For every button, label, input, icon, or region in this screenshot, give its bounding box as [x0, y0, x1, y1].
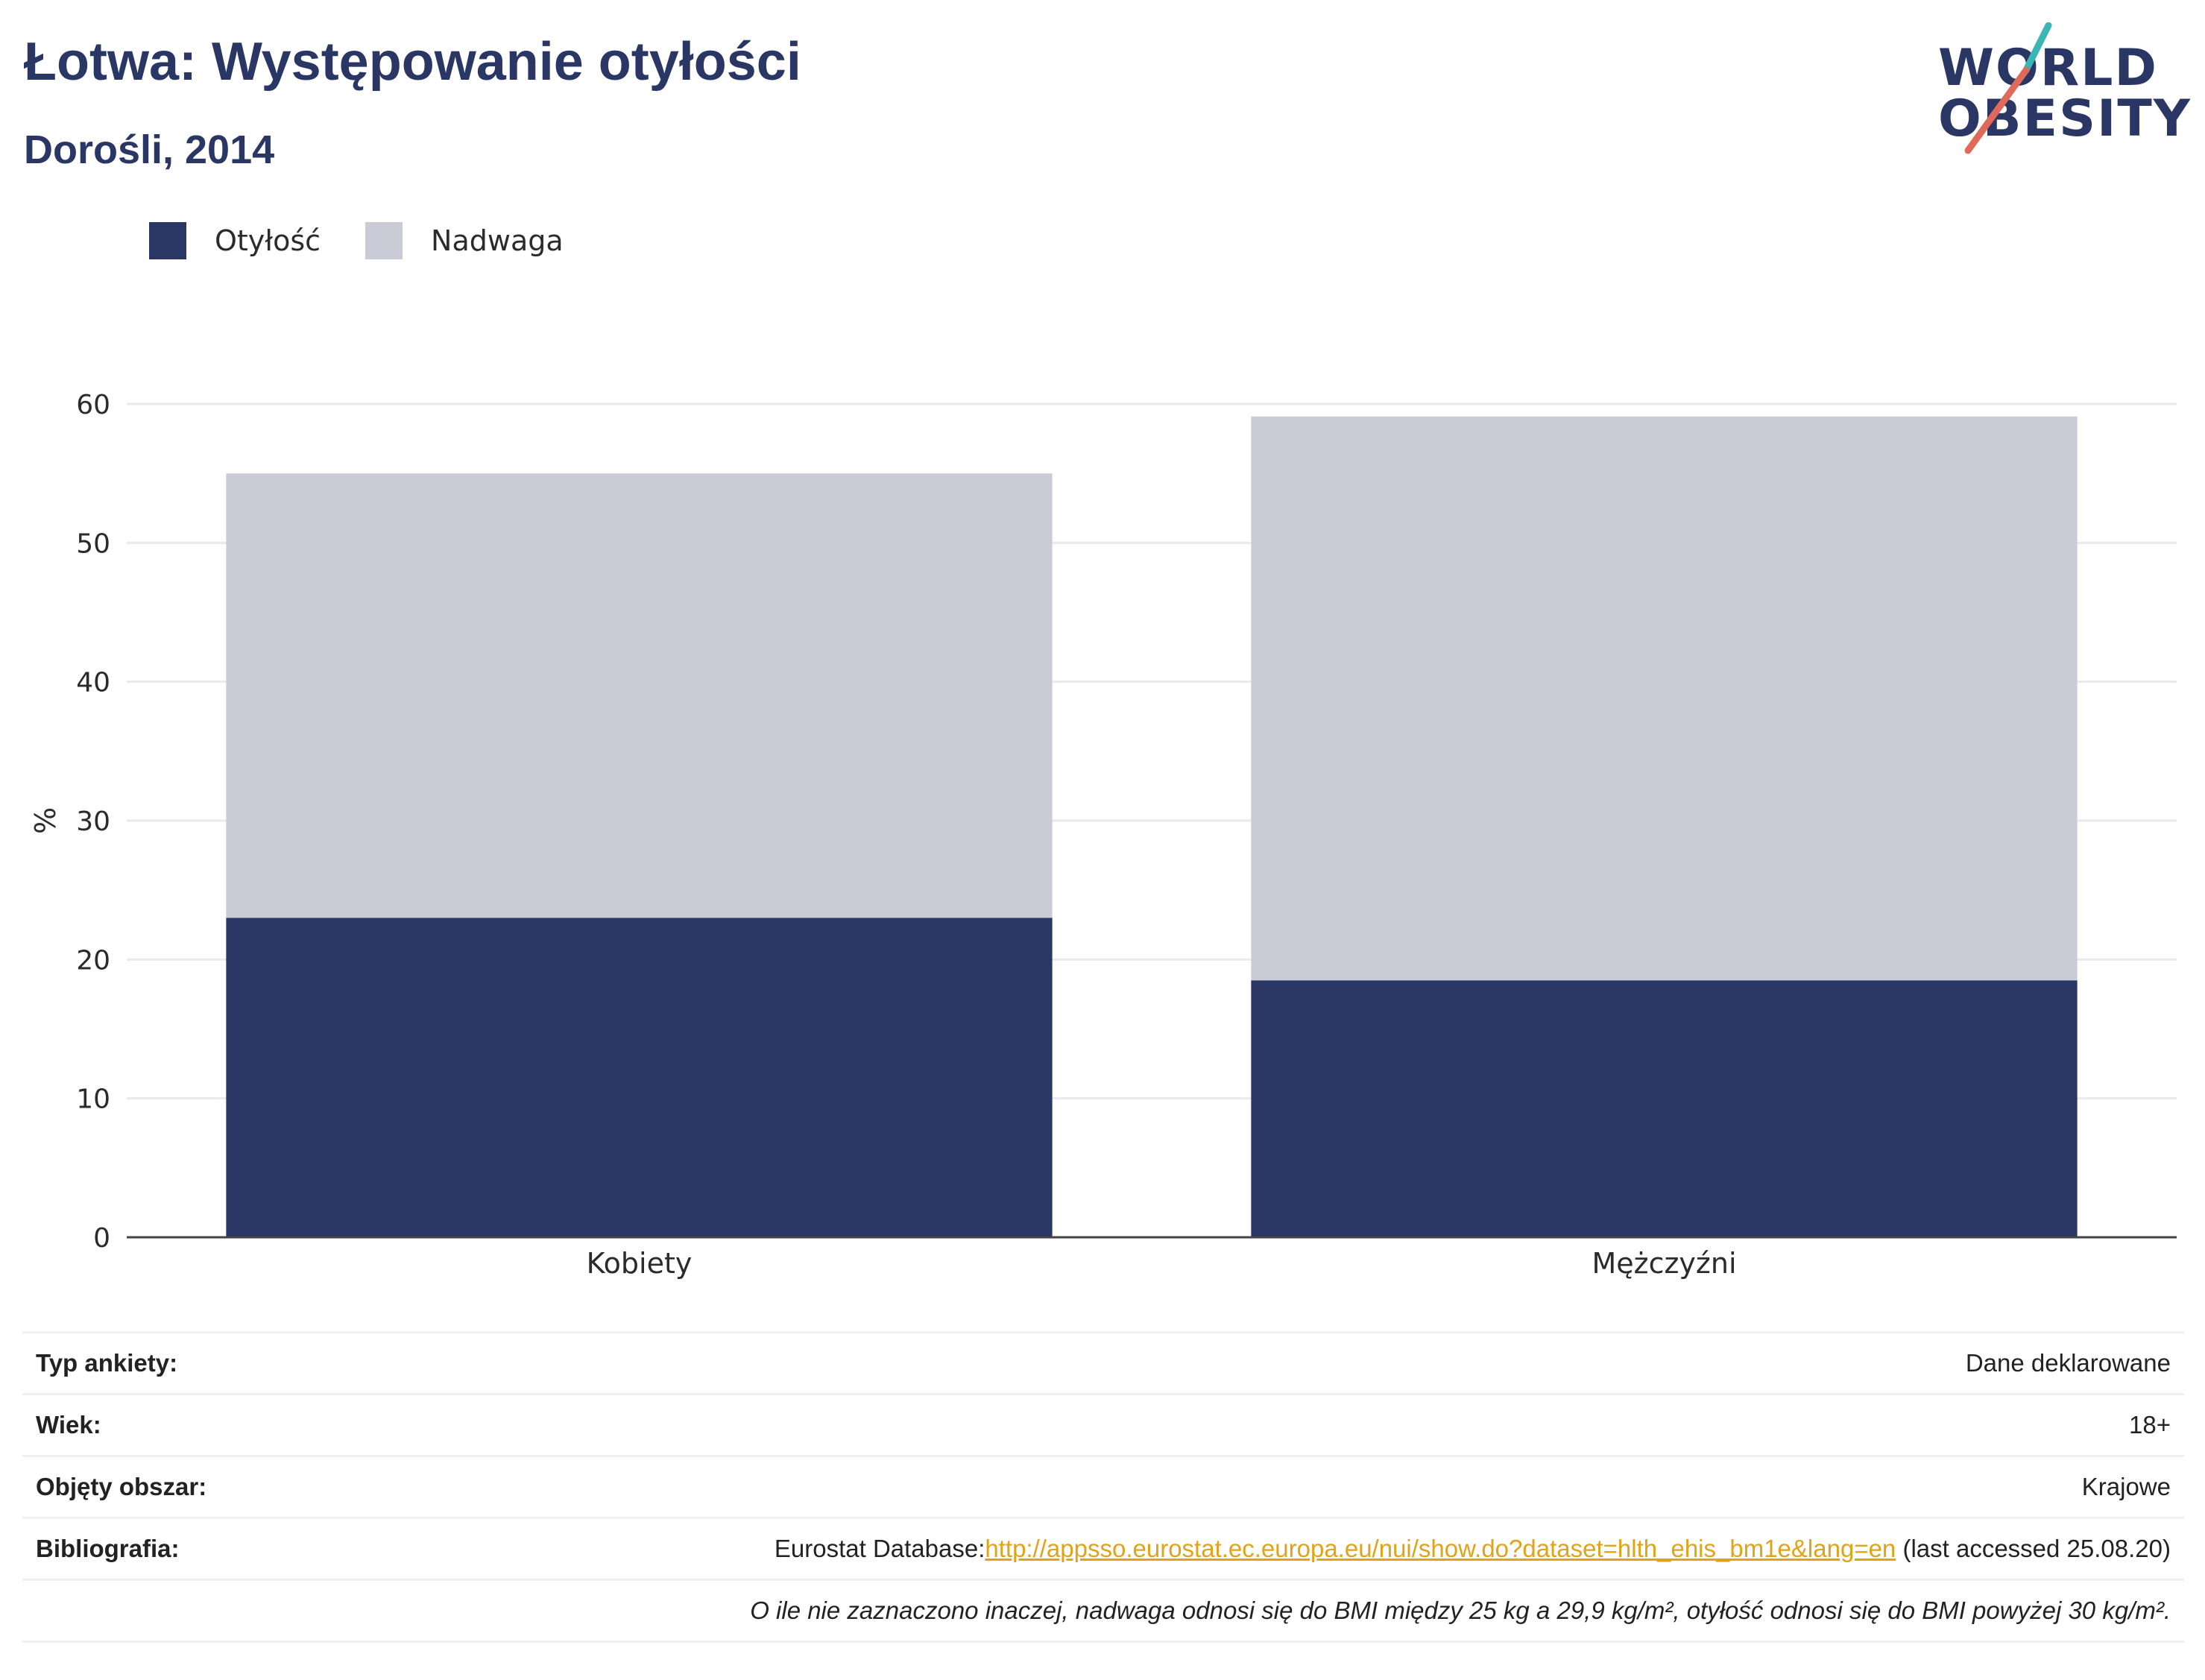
- bibliography-prefix: Eurostat Database:: [774, 1535, 985, 1562]
- legend-label-overweight: Nadwaga: [431, 224, 564, 257]
- y-tick-label-50: 50: [76, 528, 110, 559]
- legend-label-obesity: Otyłość: [215, 224, 321, 257]
- stacked-bar-chart: 0 10 20 30 40 50 60% Kobiety Mężczyźni: [29, 390, 2177, 1280]
- bmi-definition-note: O ile nie zaznaczono inaczej, nadwaga od…: [750, 1597, 2171, 1624]
- bar-obesity-0: [226, 918, 1053, 1237]
- legend-swatch-obesity: [149, 222, 186, 259]
- meta-value-age: 18+: [2129, 1411, 2171, 1439]
- meta-row-survey-type: Typ ankiety: Dane deklarowane: [22, 1333, 2184, 1395]
- meta-key-coverage: Objęty obszar:: [36, 1473, 207, 1500]
- bar-overweight-0: [226, 473, 1053, 918]
- bibliography-link[interactable]: http://appsso.eurostat.ec.europa.eu/nui/…: [985, 1535, 1896, 1562]
- meta-value-survey-type: Dane deklarowane: [1965, 1349, 2171, 1377]
- y-tick-label-20: 20: [76, 945, 110, 976]
- logo-slash-icon: [1964, 22, 2052, 154]
- metadata-table: Typ ankiety: Dane deklarowane Wiek: 18+ …: [22, 1331, 2184, 1643]
- y-tick-label-30: 30: [76, 806, 110, 837]
- meta-key-survey-type: Typ ankiety:: [36, 1349, 178, 1377]
- meta-row-coverage: Objęty obszar: Krajowe: [22, 1457, 2184, 1519]
- legend-item-obesity: Otyłość: [149, 222, 321, 259]
- x-category-label-0: Kobiety: [587, 1247, 693, 1280]
- world-obesity-logo: WORLD OBESITY: [1938, 22, 2192, 157]
- y-tick-label-60: 60: [76, 390, 110, 420]
- page-subtitle: Dorośli, 2014: [24, 127, 275, 172]
- bar-obesity-1: [1251, 980, 2078, 1237]
- page-title: Łotwa: Występowanie otyłości: [24, 32, 801, 92]
- y-tick-label-0: 0: [93, 1223, 110, 1254]
- bibliography-suffix: (last accessed 25.08.20): [1896, 1535, 2171, 1562]
- meta-key-age: Wiek:: [36, 1411, 101, 1439]
- bar-overweight-1: [1251, 416, 2078, 981]
- legend-item-overweight: Nadwaga: [365, 222, 564, 259]
- legend-swatch-overweight: [365, 222, 403, 259]
- y-tick-label-40: 40: [76, 668, 110, 698]
- meta-row-note: O ile nie zaznaczono inaczej, nadwaga od…: [22, 1581, 2184, 1643]
- chart-legend: Otyłość Nadwaga: [149, 222, 608, 259]
- meta-value-coverage: Krajowe: [2081, 1473, 2171, 1500]
- y-tick-label-10: 10: [76, 1084, 110, 1115]
- x-category-label-1: Mężczyźni: [1592, 1247, 1736, 1280]
- meta-row-age: Wiek: 18+: [22, 1395, 2184, 1457]
- meta-key-bibliography: Bibliografia:: [36, 1535, 180, 1562]
- y-axis-label: %: [29, 807, 62, 834]
- logo-text-line1: WORLD: [1938, 39, 2158, 98]
- meta-row-bibliography: Bibliografia: Eurostat Database:http://a…: [22, 1519, 2184, 1581]
- meta-value-bibliography: Eurostat Database:http://appsso.eurostat…: [775, 1535, 2171, 1563]
